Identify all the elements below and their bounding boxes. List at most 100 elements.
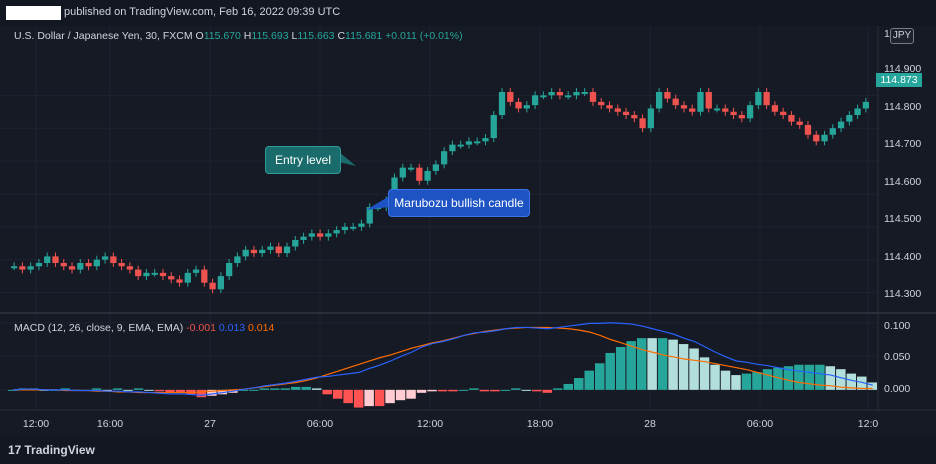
candle xyxy=(292,239,299,247)
time-axis-label: 12:00 xyxy=(22,418,50,430)
candle xyxy=(300,236,307,240)
candle xyxy=(449,144,456,152)
macd-histogram-bar xyxy=(291,386,301,390)
macd-line xyxy=(13,322,873,396)
candle xyxy=(399,167,406,178)
entry-callout-pointer xyxy=(339,152,356,166)
candle xyxy=(85,262,92,267)
candle xyxy=(424,170,431,181)
candle xyxy=(622,111,630,116)
candle xyxy=(267,246,274,250)
time-axis-label: 06:00 xyxy=(306,418,334,430)
low-label: L xyxy=(291,30,298,42)
candle xyxy=(176,279,183,283)
macd-histogram-bar xyxy=(353,389,364,408)
macd-legend: MACD (12, 26, close, 9, EMA, EMA) -0.001… xyxy=(14,322,274,334)
macd-histogram-bar xyxy=(144,389,154,391)
redacted-author xyxy=(6,6,61,20)
marubozu-callout: Marubozu bullish candle xyxy=(388,189,530,217)
candle xyxy=(60,262,67,267)
macd-axis-label: 0.100 xyxy=(884,320,911,332)
candle xyxy=(308,233,315,237)
tradingview-logo[interactable]: 17 TradingView xyxy=(8,443,95,457)
macd-histogram-bar xyxy=(500,389,511,391)
pane-separators xyxy=(0,26,936,411)
published-text: published on TradingView.com, Feb 16, 20… xyxy=(64,6,341,18)
price-axis-label: 114.800 xyxy=(884,101,922,113)
candle xyxy=(771,105,779,112)
candle xyxy=(813,134,820,142)
macd-histogram-bar xyxy=(469,388,479,390)
macd-histogram-bar xyxy=(605,352,615,390)
macd-histogram-bar xyxy=(427,389,437,392)
macd-histogram-bar xyxy=(542,389,553,393)
entry-level-callout: Entry level xyxy=(265,146,341,174)
macd-histogram-bar xyxy=(301,386,311,390)
macd-histogram-bar xyxy=(657,338,668,390)
marubozu-callout-pointer xyxy=(366,197,388,210)
macd-histogram-bar xyxy=(804,364,815,390)
candle xyxy=(27,266,34,270)
macd-histogram-bar xyxy=(437,389,448,392)
candle xyxy=(126,266,134,270)
candle xyxy=(556,92,564,96)
macd-histogram-bar xyxy=(448,389,458,392)
open-label: O xyxy=(195,30,204,42)
candle xyxy=(614,108,621,112)
candle xyxy=(143,272,150,277)
candle xyxy=(490,115,497,139)
macd-histogram-bar xyxy=(752,372,762,390)
candle xyxy=(507,92,514,102)
macd-histogram-bar xyxy=(553,388,563,390)
macd-histogram-bar xyxy=(563,383,574,390)
macd-histogram-bar xyxy=(249,389,259,391)
candle xyxy=(192,269,200,273)
candle xyxy=(350,226,357,229)
macd-histogram-bar xyxy=(720,370,731,390)
macd-histogram-bar xyxy=(102,389,112,391)
candle xyxy=(705,92,712,109)
macd-histogram-bar xyxy=(270,388,280,390)
close-value: 115.681 xyxy=(345,30,383,42)
time-axis-label: 16:00 xyxy=(96,418,124,430)
macd-histogram-bar xyxy=(374,389,385,407)
candle xyxy=(275,246,282,254)
candle xyxy=(829,128,836,135)
candle xyxy=(672,98,679,106)
candle xyxy=(515,101,522,109)
candle xyxy=(755,92,762,106)
macd-histogram-bar xyxy=(647,338,657,390)
macd-title: MACD (12, 26, close, 9, EMA, EMA) xyxy=(14,322,184,334)
candle xyxy=(598,101,605,106)
time-axis-label: 12:0 xyxy=(857,418,879,430)
footer-bar xyxy=(0,436,936,464)
currency-button[interactable]: JPY xyxy=(890,28,914,44)
macd-histogram-bar xyxy=(311,388,322,390)
candle xyxy=(589,92,597,102)
candle xyxy=(209,282,216,290)
candle xyxy=(474,141,481,144)
macd-histogram-bar xyxy=(165,389,175,393)
candle xyxy=(184,272,191,283)
candle xyxy=(647,108,654,129)
macd-histogram-bar xyxy=(532,389,542,392)
macd-histogram-bar xyxy=(584,370,594,390)
candle xyxy=(234,256,241,263)
macd-histogram-bar xyxy=(521,389,532,391)
price-candles xyxy=(11,88,869,294)
macd-histogram-bar xyxy=(574,378,584,390)
macd-histogram-bar xyxy=(8,389,18,391)
macd-histogram-bar xyxy=(762,369,773,390)
candle xyxy=(581,92,588,95)
macd-histogram-bar xyxy=(196,389,207,398)
header-bar: published on TradingView.com, Feb 16, 20… xyxy=(0,0,936,26)
macd-histogram-bar xyxy=(668,339,678,390)
time-axis-label: 12:00 xyxy=(416,418,444,430)
macd-histogram-bar xyxy=(458,389,469,391)
candle xyxy=(416,167,423,181)
macd-axis-label: 0.050 xyxy=(884,351,911,363)
macd-histogram-bar xyxy=(615,347,626,390)
candle xyxy=(358,223,365,227)
candle xyxy=(226,262,233,277)
